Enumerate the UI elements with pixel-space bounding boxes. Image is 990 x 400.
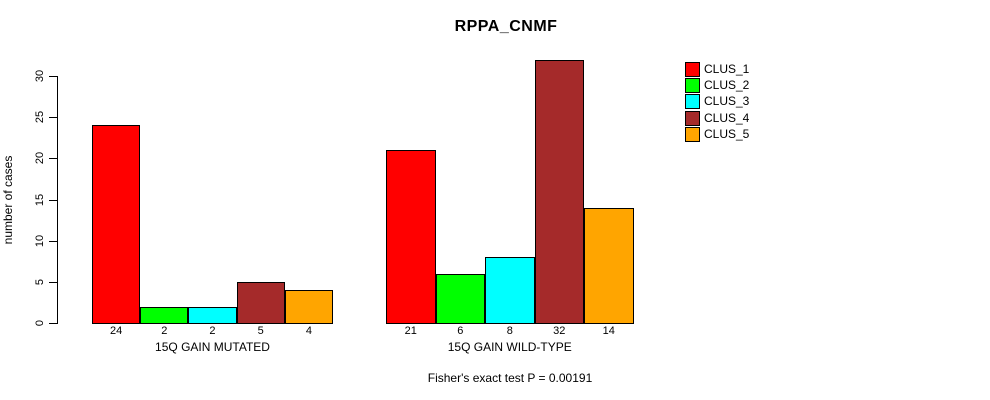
bar-value-label: 6	[457, 325, 464, 337]
y-tick-label: 25	[34, 110, 46, 124]
y-axis-tick	[49, 323, 57, 324]
bar-value-label: 32	[553, 325, 566, 337]
y-axis-label: number of cases	[1, 155, 15, 245]
y-axis-tick	[49, 158, 57, 159]
bar-value-label: 2	[209, 325, 216, 337]
stat-caption: Fisher's exact test P = 0.00191	[427, 371, 593, 385]
bar-value-label: 8	[506, 325, 513, 337]
bar-clus_5-group2	[584, 207, 634, 324]
bar-value-label: 24	[109, 325, 123, 337]
y-axis-line	[57, 76, 58, 324]
y-axis-tick	[49, 117, 57, 118]
y-tick-label: 5	[34, 278, 46, 286]
y-tick-label: 30	[34, 69, 46, 83]
bar-clus_4-group1	[236, 281, 285, 324]
y-axis-tick	[49, 76, 57, 77]
bar-value-label: 14	[602, 325, 615, 337]
y-axis-tick	[49, 200, 57, 201]
chart-title: RPPA_CNMF	[454, 18, 558, 35]
bar-value-label: 21	[404, 325, 417, 337]
legend-swatch-clus_1	[685, 62, 700, 77]
bar-clus_2-group1	[140, 306, 189, 324]
legend-swatch-clus_5	[685, 127, 700, 142]
x-group-label: 15Q GAIN WILD-TYPE	[447, 340, 572, 354]
bar-value-label: 2	[161, 325, 168, 337]
y-tick-label: 15	[34, 193, 46, 207]
bar-clus_4-group2	[534, 59, 584, 324]
y-tick-label: 20	[34, 151, 46, 165]
bar-clus_1-group2	[386, 150, 436, 324]
bar-clus_2-group2	[435, 273, 485, 324]
y-axis-tick	[49, 282, 57, 283]
bar-clus_3-group2	[485, 257, 535, 324]
x-group-label: 15Q GAIN MUTATED	[155, 340, 270, 354]
y-tick-label: 0	[34, 319, 46, 327]
bar-clus_1-group1	[92, 125, 141, 324]
legend-label-clus_4: CLUS_4	[704, 111, 750, 125]
bar-value-label: 5	[257, 325, 264, 337]
y-tick-label: 10	[34, 234, 46, 248]
legend-label-clus_1: CLUS_1	[704, 62, 750, 76]
legend-swatch-clus_2	[685, 78, 700, 93]
bar-clus_3-group1	[188, 306, 237, 324]
legend-swatch-clus_4	[685, 111, 700, 126]
y-axis-tick	[49, 241, 57, 242]
legend-label-clus_5: CLUS_5	[704, 127, 750, 141]
legend-label-clus_3: CLUS_3	[704, 94, 750, 108]
legend-swatch-clus_3	[685, 94, 700, 109]
bar-clus_5-group1	[284, 290, 333, 324]
legend-label-clus_2: CLUS_2	[704, 78, 750, 92]
bar-value-label: 4	[305, 325, 312, 337]
